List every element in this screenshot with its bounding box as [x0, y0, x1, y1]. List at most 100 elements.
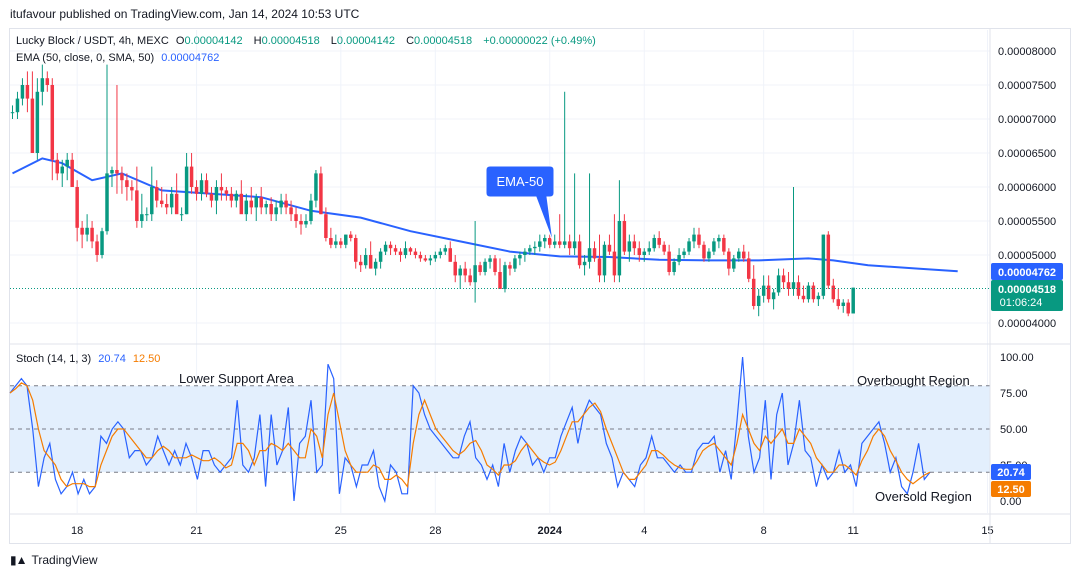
- candle-body: [184, 166, 189, 215]
- candle-body: [259, 197, 263, 208]
- candle: [443, 244, 448, 255]
- candle-body: [637, 248, 642, 255]
- ema-legend-label[interactable]: EMA (50, close, 0, SMA, 50): [16, 52, 155, 64]
- candle-body: [65, 159, 69, 167]
- candle: [687, 238, 691, 255]
- stoch-d-line: [9, 382, 931, 489]
- candle-body: [159, 200, 164, 204]
- candle-body: [592, 248, 597, 259]
- candle-body: [438, 251, 443, 255]
- candle: [667, 244, 671, 276]
- candle-body: [717, 238, 721, 242]
- candle-body: [304, 221, 308, 225]
- candle-body: [737, 251, 741, 259]
- ema-callout-bubble: [485, 165, 555, 243]
- candle-body: [244, 200, 249, 215]
- candle: [35, 78, 40, 160]
- candle-body: [841, 302, 845, 306]
- candle: [742, 244, 746, 262]
- candle-body: [274, 207, 278, 215]
- stoch-legend: Stoch (14, 1, 3) 20.74 12.50: [16, 353, 164, 365]
- candle-body: [771, 292, 776, 300]
- candle: [543, 234, 547, 249]
- candle-body: [652, 238, 656, 249]
- candle: [722, 234, 726, 255]
- candle-body: [30, 98, 35, 153]
- candle-body: [458, 268, 462, 276]
- candle-body: [55, 159, 59, 174]
- candles-layer[interactable]: [10, 64, 855, 317]
- footer-brand-text: TradingView: [31, 553, 98, 567]
- candle: [334, 234, 338, 249]
- candle-body: [344, 234, 348, 245]
- candle-body: [562, 241, 567, 245]
- candle-body: [662, 244, 666, 252]
- candle: [622, 214, 627, 255]
- candle-body: [294, 214, 298, 221]
- stoch-pane[interactable]: [9, 356, 990, 504]
- candle-body: [353, 238, 358, 262]
- candle-body: [702, 244, 706, 259]
- candle: [413, 248, 418, 259]
- candle: [851, 287, 855, 314]
- candle: [398, 248, 403, 262]
- candle-body: [826, 234, 831, 286]
- candle: [40, 64, 45, 106]
- candle: [453, 255, 457, 283]
- candle: [846, 299, 850, 317]
- candle: [841, 299, 845, 313]
- candle: [75, 180, 79, 242]
- candle-body: [493, 258, 497, 272]
- candle: [557, 214, 562, 249]
- candle: [682, 248, 686, 259]
- candle: [279, 193, 283, 215]
- candle: [90, 221, 94, 249]
- candle: [269, 197, 273, 221]
- candle-body: [498, 272, 502, 289]
- candle: [642, 248, 647, 262]
- candle-body: [418, 255, 423, 259]
- candle-body: [647, 248, 651, 252]
- candle: [344, 234, 348, 249]
- footer-brand[interactable]: ▮▲ TradingView: [10, 553, 98, 567]
- candle: [329, 227, 333, 249]
- open-label: O: [175, 35, 185, 47]
- candle-body: [85, 227, 89, 235]
- ema-50-line: [12, 157, 958, 273]
- candle-body: [373, 261, 378, 269]
- candle: [373, 258, 378, 276]
- candle-body: [150, 187, 154, 215]
- candle: [20, 78, 25, 106]
- time-tick-label: 8: [761, 525, 767, 537]
- candle: [184, 153, 189, 215]
- candle-body: [15, 98, 20, 113]
- candle-body: [169, 193, 174, 208]
- candle: [607, 234, 612, 255]
- candle-body: [363, 255, 368, 266]
- candle-body: [35, 91, 40, 153]
- candle: [10, 105, 15, 119]
- candle: [811, 282, 816, 303]
- candle-body: [543, 238, 547, 242]
- candle: [164, 193, 169, 215]
- candle-body: [811, 285, 816, 300]
- candle: [284, 193, 288, 215]
- candle-body: [269, 204, 273, 215]
- stoch-tick-label: 50.00: [1000, 424, 1028, 436]
- candle: [488, 255, 492, 269]
- price-tick-label: 0.00008000: [998, 46, 1056, 58]
- candle-body: [264, 204, 268, 208]
- countdown-badge-text: 01:06:24: [1000, 297, 1043, 309]
- stoch-legend-label[interactable]: Stoch (14, 1, 3): [16, 353, 92, 365]
- candle: [259, 187, 263, 215]
- candle-body: [607, 244, 612, 252]
- symbol-title[interactable]: Lucky Block / USDT, 4h, MEXC: [16, 35, 169, 47]
- candle-body: [125, 180, 129, 187]
- candle: [702, 241, 706, 262]
- candle-body: [567, 241, 572, 249]
- candle: [647, 241, 651, 255]
- candle-body: [751, 278, 756, 306]
- candle-body: [617, 221, 622, 276]
- candle: [727, 248, 731, 276]
